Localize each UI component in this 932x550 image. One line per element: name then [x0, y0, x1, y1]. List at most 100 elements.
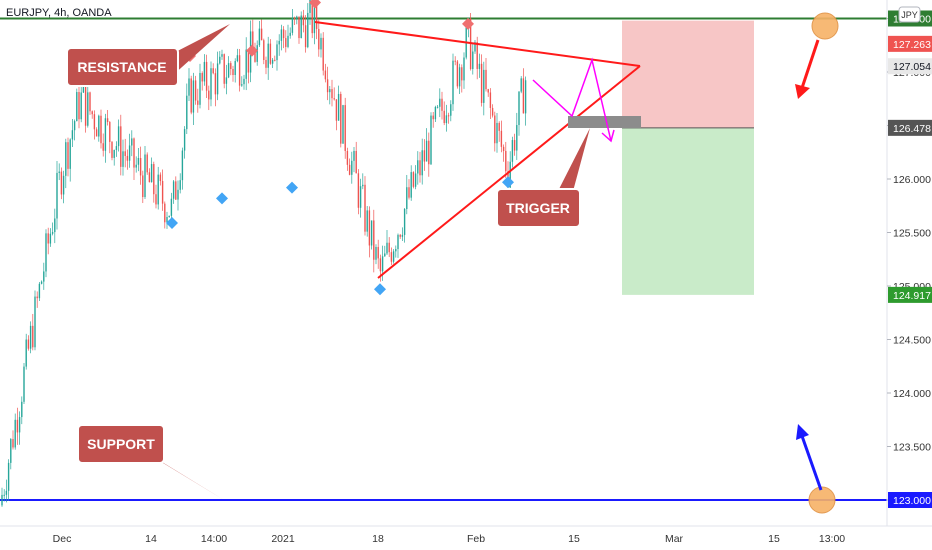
- candle: [131, 130, 133, 157]
- candle: [188, 68, 190, 101]
- candle: [333, 87, 335, 101]
- price-label: 127.054: [888, 58, 932, 75]
- triangle-lower-trendline: [377, 65, 641, 279]
- time-axis[interactable]: Dec 14 14:00 2021 18 Feb 15 Mar 15 13:00: [0, 525, 932, 550]
- candle: [65, 138, 67, 189]
- candle: [150, 157, 153, 183]
- candle: [364, 176, 366, 236]
- candle: [146, 152, 148, 175]
- candle: [201, 71, 203, 91]
- candle: [403, 207, 406, 243]
- candle: [395, 245, 397, 258]
- candle: [10, 438, 12, 470]
- pivot-top-marker: [462, 17, 474, 30]
- pivot-top-marker: [309, 0, 321, 9]
- price-label-box: [888, 286, 932, 303]
- candle: [307, 3, 309, 49]
- candle: [243, 74, 245, 90]
- candle: [351, 151, 353, 184]
- candle: [439, 88, 441, 118]
- time-axis-background: [0, 526, 932, 550]
- candle: [494, 111, 496, 152]
- candle: [76, 88, 78, 122]
- candle: [260, 19, 263, 41]
- candle: [399, 233, 401, 239]
- candle: [344, 97, 346, 159]
- price-label: 127.263: [888, 35, 932, 52]
- candle: [478, 53, 481, 78]
- price-axis-background: [887, 0, 932, 526]
- candle: [122, 139, 124, 176]
- candle: [430, 112, 432, 165]
- candle: [434, 105, 437, 122]
- candle: [219, 51, 221, 65]
- candle: [524, 76, 527, 126]
- candle: [443, 101, 445, 126]
- candle: [357, 169, 360, 215]
- candle: [212, 63, 214, 75]
- candle: [133, 137, 135, 181]
- candle: [511, 136, 514, 168]
- trigger-callout[interactable]: TRIGGER: [496, 128, 590, 228]
- candle: [186, 83, 188, 134]
- candle: [234, 58, 236, 83]
- price-label-value: 124.917: [893, 290, 931, 302]
- price-label-box: [888, 35, 932, 52]
- pivot-bottom-marker: [374, 283, 386, 296]
- currency-badge[interactable]: JPY: [898, 6, 921, 23]
- candle: [192, 72, 195, 125]
- candle: [67, 137, 69, 177]
- price-labels: 127.500127.263127.054126.478124.917123.0…: [888, 10, 932, 508]
- candle: [32, 313, 34, 351]
- candle: [412, 171, 415, 189]
- price-label: 126.478: [888, 119, 932, 136]
- price-tick-label: 125.500: [893, 228, 931, 240]
- candle: [153, 161, 155, 203]
- take-profit-zone: [622, 127, 754, 295]
- time-tick-label: 13:00: [819, 533, 845, 545]
- resistance-callout[interactable]: RESISTANCE: [66, 24, 230, 87]
- candle: [318, 18, 320, 57]
- candle: [267, 36, 269, 80]
- candle: [38, 282, 41, 302]
- candle: [62, 170, 65, 204]
- price-label: 123.000: [888, 492, 932, 508]
- candle: [27, 335, 30, 351]
- price-axis[interactable]: 123.000123.500124.000124.500125.000125.5…: [886, 0, 932, 526]
- candle: [282, 26, 285, 49]
- candle: [359, 178, 362, 218]
- candle: [190, 75, 192, 115]
- candle: [346, 147, 349, 171]
- candle: [23, 362, 25, 404]
- candle: [463, 52, 465, 89]
- time-tick-label: Mar: [665, 533, 684, 545]
- support-callout[interactable]: SUPPORT: [77, 424, 224, 500]
- candle: [256, 40, 258, 66]
- time-tick-label: Dec: [53, 533, 72, 545]
- candle: [144, 146, 146, 200]
- candle: [480, 54, 483, 107]
- candle: [142, 170, 144, 204]
- candle: [340, 91, 342, 148]
- price-tick-label: 124.000: [893, 388, 931, 400]
- candle: [225, 64, 228, 95]
- candle: [12, 430, 14, 450]
- resistance-touch-circle: [811, 12, 839, 40]
- candle: [54, 208, 56, 244]
- candle: [287, 24, 289, 49]
- candle: [155, 184, 157, 209]
- candle: [25, 333, 27, 370]
- candle: [335, 99, 338, 131]
- pivot-top-marker: [246, 44, 258, 57]
- trigger-callout-label: TRIGGER: [506, 200, 570, 216]
- candle: [366, 206, 368, 237]
- candle: [183, 126, 186, 159]
- candle: [331, 79, 333, 107]
- candle: [221, 49, 223, 60]
- price-label-value: 127.263: [893, 39, 931, 51]
- candle: [47, 227, 49, 255]
- candle: [456, 59, 459, 89]
- chart-title: EURJPY, 4h, OANDA: [6, 7, 112, 19]
- candle: [483, 61, 485, 116]
